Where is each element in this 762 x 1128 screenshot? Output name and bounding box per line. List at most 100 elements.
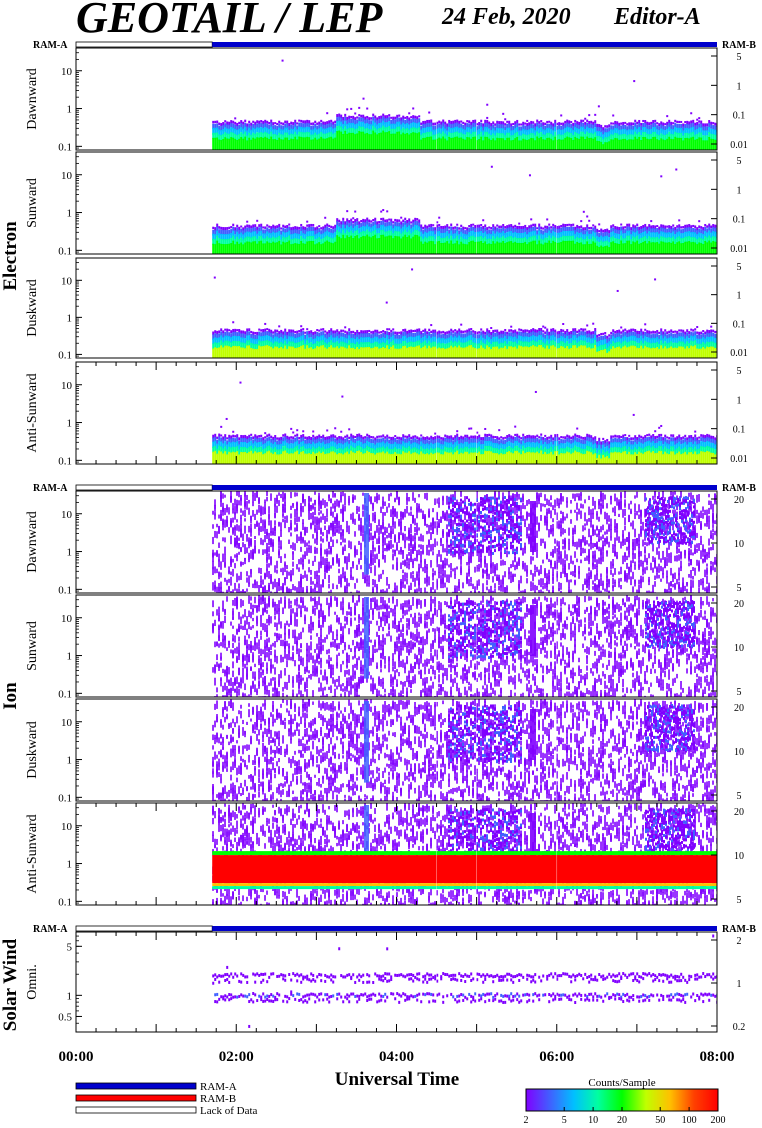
right-tick-label: 1 bbox=[737, 81, 742, 92]
right-tick-label: 5 bbox=[737, 262, 742, 273]
panel-frame bbox=[75, 490, 718, 594]
panel-electron-sunward: 10 1 0.1 5 1 0.1 0.01 Sunward bbox=[25, 151, 748, 257]
colorbar-tick-label: 200 bbox=[711, 1115, 726, 1126]
right-tick-label: 20 bbox=[734, 599, 744, 610]
left-tick-label: 0.1 bbox=[58, 688, 72, 700]
left-tick-label: 0.5 bbox=[58, 1011, 72, 1023]
date-label: 24 Feb, 2020 bbox=[442, 4, 571, 31]
left-tick-label: 1 bbox=[67, 990, 73, 1002]
left-tick-label: 0.1 bbox=[58, 349, 72, 361]
right-tick-label: 10 bbox=[734, 643, 744, 654]
right-tick-label: 0.01 bbox=[730, 454, 748, 465]
right-tick-label: 0.1 bbox=[733, 111, 746, 122]
right-tick-label: 1 bbox=[737, 395, 742, 406]
right-tick-label: 20 bbox=[734, 807, 744, 818]
mode-bar-label-left: RAM-A bbox=[33, 483, 68, 494]
page-title: GEOTAIL / LEP bbox=[76, 0, 382, 43]
panel-frame bbox=[75, 698, 718, 802]
spectrogram bbox=[212, 48, 717, 150]
spectrogram bbox=[212, 258, 717, 358]
panel-label: Duskward bbox=[25, 721, 40, 779]
x-tick-label: 00:00 bbox=[59, 1049, 94, 1065]
panel-electron-dawnward: 10 1 0.1 5 1 0.1 0.01 Dawnward bbox=[25, 47, 748, 153]
x-tick-label: 02:00 bbox=[219, 1049, 254, 1065]
right-tick-label: 5 bbox=[737, 791, 742, 802]
left-tick-label: 0.1 bbox=[58, 455, 72, 467]
left-tick-label: 0.1 bbox=[58, 584, 72, 596]
x-tick-label: 06:00 bbox=[539, 1049, 574, 1065]
panel-solar-wind-omni-: 5 1 0.5 2 1 0.2 Omni. bbox=[25, 931, 745, 1033]
spectrogram bbox=[212, 932, 717, 1032]
colorbar-title: Counts/Sample bbox=[588, 1077, 655, 1089]
spectrogram bbox=[212, 803, 717, 905]
left-tick-label: 1 bbox=[67, 651, 73, 663]
left-tick-label: 0.1 bbox=[58, 896, 72, 908]
mode-bar: RAM-A RAM-B bbox=[33, 483, 756, 494]
spectrogram bbox=[212, 491, 717, 593]
panel-ion-duskward: 10 1 0.1 20 10 5 Duskward bbox=[25, 698, 744, 804]
left-tick-label: 1 bbox=[67, 755, 73, 767]
left-tick-label: 10 bbox=[61, 170, 73, 182]
right-tick-label: 1 bbox=[737, 291, 742, 302]
right-tick-label: 0.1 bbox=[733, 425, 746, 436]
panel-label: Omni. bbox=[25, 964, 40, 999]
left-tick-label: 10 bbox=[61, 509, 73, 521]
panel-label: Sunward bbox=[25, 621, 40, 671]
right-tick-label: 10 bbox=[734, 851, 744, 862]
legend-swatch bbox=[75, 1106, 197, 1114]
right-tick-label: 5 bbox=[737, 583, 742, 594]
left-tick-label: 1 bbox=[67, 208, 73, 220]
left-tick-label: 1 bbox=[67, 547, 73, 559]
left-tick-label: 10 bbox=[61, 380, 73, 392]
spectrogram bbox=[212, 595, 717, 697]
ram-a-segment bbox=[212, 926, 717, 931]
left-tick-label: 5 bbox=[67, 941, 73, 953]
right-tick-label: 5 bbox=[737, 156, 742, 167]
right-tick-label: 20 bbox=[734, 495, 744, 506]
right-tick-label: 1 bbox=[737, 185, 742, 196]
legend-label: RAM-B bbox=[200, 1093, 236, 1105]
left-tick-label: 10 bbox=[61, 821, 73, 833]
legend-label: Lack of Data bbox=[200, 1105, 258, 1117]
spectrogram bbox=[212, 362, 717, 464]
colorbar-tick-label: 100 bbox=[682, 1115, 697, 1126]
right-tick-label: 1 bbox=[737, 979, 742, 990]
right-tick-label: 0.1 bbox=[733, 319, 746, 330]
right-tick-label: 2 bbox=[737, 936, 742, 947]
spectrogram bbox=[212, 152, 717, 254]
panel-frame bbox=[75, 594, 718, 698]
editor-label: Editor-A bbox=[614, 4, 701, 31]
right-tick-label: 5 bbox=[737, 366, 742, 377]
right-tick-label: 5 bbox=[737, 895, 742, 906]
ram-a-segment bbox=[212, 485, 717, 490]
panel-label: Duskward bbox=[25, 279, 40, 337]
colorbar-tick-label: 2 bbox=[524, 1115, 529, 1126]
group-label: Electron bbox=[0, 221, 21, 291]
panel-ion-dawnward: 10 1 0.1 20 10 5 Dawnward bbox=[25, 490, 744, 596]
group-label: Ion bbox=[0, 682, 21, 710]
left-tick-label: 1 bbox=[67, 312, 73, 324]
lack-of-data-segment bbox=[75, 925, 213, 932]
ram-a-segment bbox=[212, 42, 717, 47]
right-tick-label: 20 bbox=[734, 703, 744, 714]
left-tick-label: 1 bbox=[67, 418, 73, 430]
panel-frame bbox=[75, 931, 718, 1033]
panel-electron-anti-sunward: 10 1 0.1 5 1 0.1 0.01 Anti-Sunward bbox=[25, 361, 748, 467]
panel-frame bbox=[75, 257, 718, 359]
lack-of-data-segment bbox=[75, 484, 213, 491]
colorbar-tick-label: 20 bbox=[617, 1115, 627, 1126]
right-tick-label: 0.01 bbox=[730, 140, 748, 151]
right-tick-label: 10 bbox=[734, 539, 744, 550]
panel-ion-anti-sunward: 10 1 0.1 20 10 5 Anti-Sunward bbox=[25, 802, 744, 908]
colorbar-tick-label: 5 bbox=[562, 1115, 567, 1126]
right-tick-label: 5 bbox=[737, 52, 742, 63]
panel-label: Dawnward bbox=[25, 68, 40, 129]
right-tick-label: 0.01 bbox=[730, 244, 748, 255]
colorbar: Counts/Sample 2 5 10 20 50 100 200 bbox=[524, 1077, 726, 1126]
legend-label: RAM-A bbox=[200, 1081, 237, 1093]
colorbar-tick-label: 50 bbox=[655, 1115, 665, 1126]
panel-frame bbox=[75, 47, 718, 151]
panel-ion-sunward: 10 1 0.1 20 10 5 Sunward bbox=[25, 594, 744, 700]
